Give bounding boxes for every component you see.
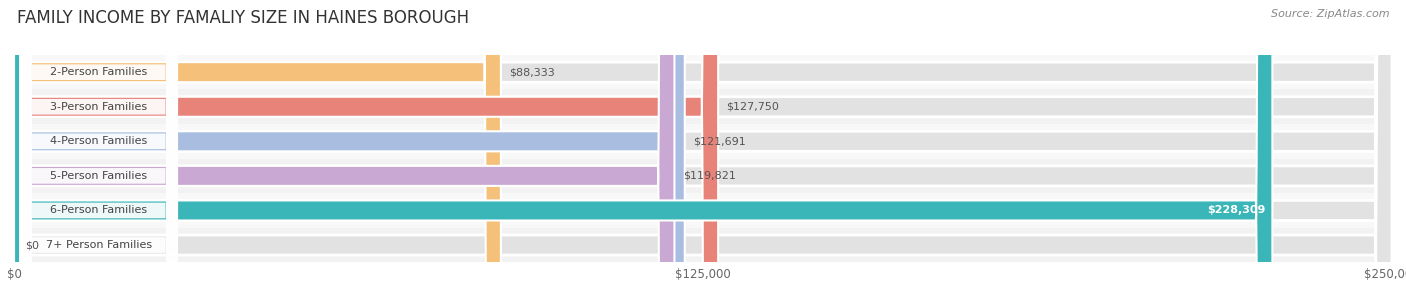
Text: $0: $0 (25, 240, 39, 250)
FancyBboxPatch shape (14, 193, 1392, 228)
FancyBboxPatch shape (14, 0, 1392, 305)
Text: 4-Person Families: 4-Person Families (51, 136, 148, 146)
FancyBboxPatch shape (14, 124, 1392, 159)
FancyBboxPatch shape (20, 0, 179, 305)
FancyBboxPatch shape (14, 0, 501, 305)
FancyBboxPatch shape (20, 0, 179, 305)
Text: $228,309: $228,309 (1208, 206, 1265, 215)
Text: $121,691: $121,691 (693, 136, 745, 146)
FancyBboxPatch shape (14, 0, 1392, 305)
FancyBboxPatch shape (14, 0, 718, 305)
FancyBboxPatch shape (20, 0, 179, 305)
Text: FAMILY INCOME BY FAMALIY SIZE IN HAINES BOROUGH: FAMILY INCOME BY FAMALIY SIZE IN HAINES … (17, 9, 470, 27)
FancyBboxPatch shape (14, 0, 1392, 305)
FancyBboxPatch shape (14, 0, 1392, 305)
Text: $88,333: $88,333 (509, 67, 555, 77)
Text: 5-Person Families: 5-Person Families (51, 171, 148, 181)
FancyBboxPatch shape (14, 228, 1392, 262)
Text: 6-Person Families: 6-Person Families (51, 206, 148, 215)
Text: $127,750: $127,750 (727, 102, 779, 112)
Text: 3-Person Families: 3-Person Families (51, 102, 148, 112)
FancyBboxPatch shape (14, 0, 1392, 305)
FancyBboxPatch shape (14, 0, 685, 305)
Text: 7+ Person Families: 7+ Person Families (46, 240, 152, 250)
Text: $119,821: $119,821 (683, 171, 735, 181)
FancyBboxPatch shape (14, 159, 1392, 193)
FancyBboxPatch shape (20, 0, 179, 305)
Text: 2-Person Families: 2-Person Families (51, 67, 148, 77)
FancyBboxPatch shape (14, 0, 675, 305)
FancyBboxPatch shape (14, 0, 1272, 305)
FancyBboxPatch shape (14, 55, 1392, 89)
FancyBboxPatch shape (20, 0, 179, 305)
Text: Source: ZipAtlas.com: Source: ZipAtlas.com (1271, 9, 1389, 19)
FancyBboxPatch shape (14, 89, 1392, 124)
FancyBboxPatch shape (14, 0, 1392, 305)
FancyBboxPatch shape (20, 0, 179, 305)
